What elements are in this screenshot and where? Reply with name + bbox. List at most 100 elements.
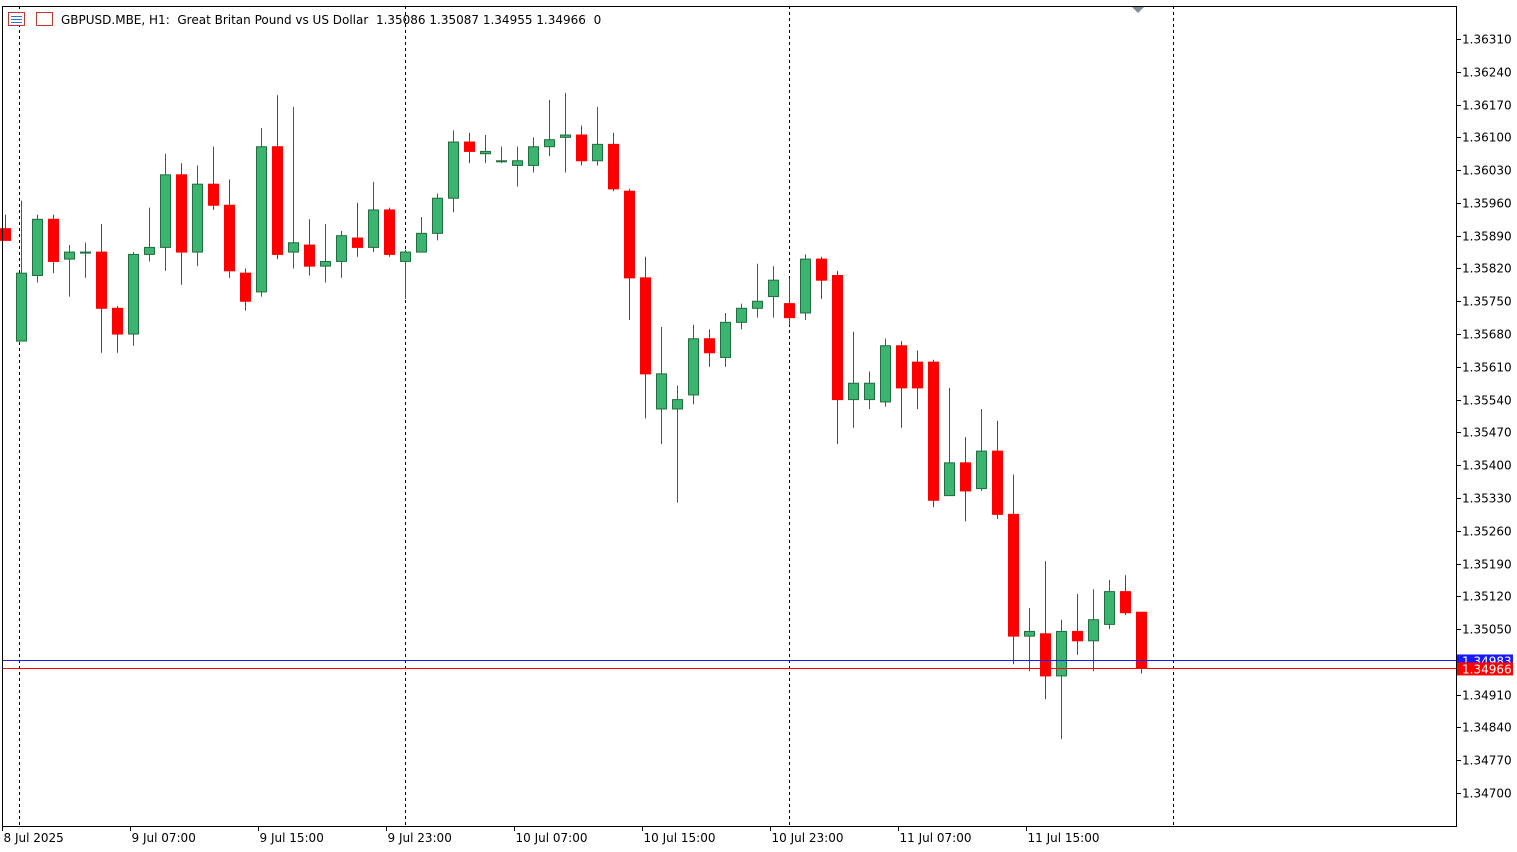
candle-body	[256, 146, 267, 293]
candle-body	[448, 141, 459, 199]
candle	[192, 165, 203, 267]
candle	[272, 95, 283, 260]
candle-body	[1040, 633, 1051, 677]
candle	[128, 252, 139, 346]
candle-body	[704, 338, 715, 354]
candle	[1040, 561, 1051, 700]
candle-body	[0, 228, 11, 241]
candle-body	[720, 321, 731, 358]
candle	[208, 146, 219, 210]
candle	[576, 125, 587, 166]
candle-body	[528, 146, 539, 166]
candle	[992, 420, 1003, 520]
candle	[848, 331, 859, 428]
candle	[240, 268, 251, 311]
low-value: 1.34955	[482, 13, 533, 27]
candle	[608, 132, 619, 192]
candle	[32, 214, 43, 283]
candle-body	[944, 462, 955, 497]
candle-body	[880, 345, 891, 403]
y-tick-label: 1.35470	[1462, 426, 1512, 440]
candle	[688, 324, 699, 405]
candle	[496, 146, 507, 164]
candle-body	[112, 307, 123, 335]
candle	[720, 312, 731, 367]
candle	[400, 249, 411, 299]
x-tick-label: 9 Jul 07:00	[132, 831, 196, 845]
high-value: 1.35087	[429, 13, 480, 27]
candle	[16, 200, 27, 342]
candle	[656, 327, 667, 445]
candle-body	[768, 279, 779, 298]
candle	[64, 245, 75, 297]
candle-body	[1008, 513, 1019, 637]
candle-body	[1024, 630, 1035, 637]
candle-body	[992, 450, 1003, 515]
candle	[224, 179, 235, 278]
candle-body	[416, 232, 427, 253]
candle	[592, 106, 603, 166]
candle	[560, 92, 571, 173]
y-tick-label: 1.36240	[1462, 66, 1512, 80]
candle	[176, 163, 187, 285]
candle	[864, 371, 875, 409]
candle-body	[1120, 591, 1131, 614]
candle	[288, 106, 299, 269]
y-tick-label: 1.35750	[1462, 295, 1512, 309]
chart-header: GBPUSD.MBE, H1: Great Britan Pound vs US…	[61, 13, 602, 27]
chart-menu-icon[interactable]	[8, 12, 25, 26]
candle	[256, 127, 267, 297]
candle	[448, 130, 459, 213]
candle-body	[352, 237, 363, 248]
candle	[544, 99, 555, 157]
candle	[48, 214, 59, 274]
x-tick-label: 9 Jul 23:00	[388, 831, 452, 845]
y-tick-label: 1.35330	[1462, 492, 1512, 506]
y-tick-label: 1.35820	[1462, 262, 1512, 276]
open-value: 1.35086	[375, 13, 426, 27]
candle	[816, 256, 827, 299]
candle-body	[208, 183, 219, 206]
candle-body	[672, 399, 683, 410]
candle-body	[480, 150, 491, 155]
candle-body	[1088, 619, 1099, 642]
candle	[1104, 579, 1115, 630]
candle	[160, 153, 171, 271]
x-tick-label: 10 Jul 07:00	[516, 831, 588, 845]
candle-body	[512, 160, 523, 166]
y-tick-label: 1.35260	[1462, 525, 1512, 539]
ask-price-label	[1457, 662, 1513, 676]
volume-value: 0	[593, 13, 602, 27]
candle	[80, 242, 91, 278]
candle-body	[464, 141, 475, 152]
candle	[784, 277, 795, 325]
y-tick-label: 1.35540	[1462, 394, 1512, 408]
candle	[480, 135, 491, 164]
candle	[368, 181, 379, 253]
y-tick-label: 1.35890	[1462, 230, 1512, 244]
chart-shift-marker[interactable]	[1132, 7, 1144, 13]
chart-type-icon[interactable]	[36, 12, 53, 26]
candle	[960, 437, 971, 522]
y-tick-label: 1.34770	[1462, 754, 1512, 768]
candle	[304, 219, 315, 276]
candle-body	[272, 146, 283, 255]
candle	[624, 188, 635, 320]
y-tick-label: 1.35680	[1462, 328, 1512, 342]
candle-body	[432, 197, 443, 234]
candle-body	[784, 303, 795, 319]
candle	[1024, 608, 1035, 672]
x-tick-label: 8 Jul 2025	[4, 831, 64, 845]
candle-body	[544, 139, 555, 148]
candle-body	[32, 218, 43, 277]
candle	[752, 263, 763, 318]
candle-body	[800, 258, 811, 314]
candle	[1136, 611, 1147, 674]
candle	[672, 385, 683, 503]
candle-body	[960, 462, 971, 492]
y-tick-label: 1.36030	[1462, 164, 1512, 178]
candle-body	[976, 450, 987, 490]
y-tick-label: 1.35050	[1462, 623, 1512, 637]
candle	[0, 214, 11, 241]
